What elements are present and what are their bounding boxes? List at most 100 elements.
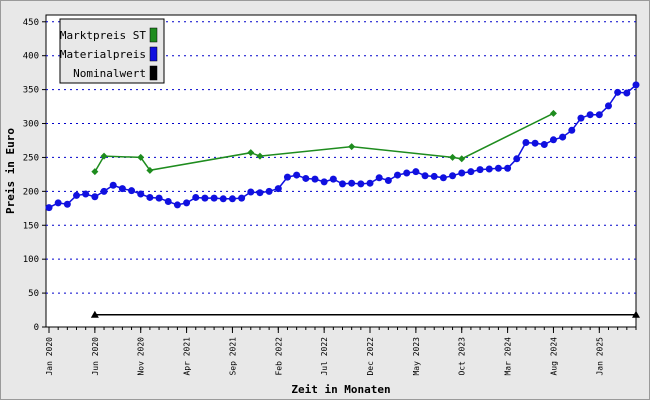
- data-point: [449, 153, 457, 161]
- grid-lines: [46, 21, 636, 294]
- data-point: [90, 310, 99, 318]
- data-point: [82, 190, 90, 198]
- data-point: [274, 185, 282, 193]
- series-materialpreis: [45, 81, 640, 212]
- data-point: [384, 176, 392, 184]
- x-tick-label: Apr 2021: [183, 337, 192, 376]
- data-point: [513, 155, 521, 163]
- data-point: [201, 194, 209, 202]
- data-point: [173, 201, 181, 209]
- data-point: [403, 169, 411, 177]
- data-point: [256, 152, 264, 160]
- legend-label: Nominalwert: [73, 67, 146, 80]
- x-tick-label: Nov 2020: [137, 337, 146, 376]
- y-tick-label: 450: [23, 18, 39, 28]
- data-point: [283, 173, 291, 181]
- y-tick-label: 50: [28, 289, 39, 299]
- series-marktpreis-st: [91, 109, 557, 176]
- data-point: [100, 187, 108, 195]
- x-tick-label: Mar 2024: [504, 337, 513, 376]
- data-point: [228, 195, 236, 203]
- data-point: [458, 155, 466, 163]
- x-tick-label: May 2023: [412, 337, 421, 376]
- legend-swatch: [149, 65, 158, 81]
- data-point: [348, 179, 356, 187]
- data-point: [623, 89, 631, 97]
- legend-label: Materialpreis: [60, 48, 146, 61]
- x-axis-title: Zeit in Monaten: [291, 383, 390, 396]
- y-tick-label: 300: [23, 120, 39, 130]
- data-point: [54, 199, 62, 207]
- y-axis: 0 50 100 150 200 250 300 350 400 450: [23, 18, 46, 333]
- data-point: [504, 164, 512, 172]
- data-point: [320, 178, 328, 186]
- data-point: [366, 179, 374, 187]
- data-point: [238, 194, 246, 202]
- data-point: [339, 180, 346, 188]
- data-point: [192, 193, 200, 201]
- data-point: [421, 172, 429, 180]
- data-point: [109, 181, 117, 189]
- data-point: [632, 81, 640, 89]
- data-point: [412, 168, 420, 176]
- x-tick-label: Jan 2020: [45, 337, 54, 376]
- legend-swatch: [149, 46, 158, 62]
- data-point: [247, 188, 255, 196]
- legend-box: [59, 18, 165, 84]
- data-point: [430, 172, 438, 180]
- data-point: [467, 168, 475, 176]
- series-line: [94, 112, 554, 173]
- data-point: [348, 143, 356, 151]
- legend-label: Marktpreis ST: [60, 29, 146, 42]
- x-tick-label: Oct 2023: [458, 337, 467, 376]
- data-point: [137, 153, 145, 161]
- data-point: [73, 191, 81, 199]
- data-point: [394, 171, 402, 179]
- x-tick-label: Jan 2025: [595, 337, 604, 376]
- data-point: [63, 200, 71, 208]
- data-point: [559, 133, 567, 141]
- data-point: [302, 174, 310, 182]
- data-point: [549, 109, 557, 117]
- data-point: [549, 136, 557, 144]
- data-point: [100, 152, 108, 160]
- data-point: [293, 171, 301, 179]
- data-point: [595, 111, 603, 119]
- data-point: [164, 198, 172, 206]
- data-point: [577, 114, 585, 122]
- data-point: [568, 126, 576, 134]
- data-point: [247, 149, 255, 157]
- x-tick-label: Jul 2022: [320, 337, 329, 376]
- data-point: [91, 193, 99, 201]
- x-tick-label: Sep 2021: [228, 337, 237, 376]
- x-tick-label: Feb 2022: [274, 337, 283, 376]
- data-point: [45, 204, 53, 212]
- series-layer: [45, 81, 640, 318]
- data-point: [118, 185, 126, 193]
- y-tick-label: 350: [23, 86, 39, 96]
- data-point: [146, 193, 154, 201]
- data-point: [183, 199, 191, 207]
- data-point: [458, 169, 466, 177]
- x-axis: Jan 2020 Jun 2020 Nov 2020 Apr 2021 Sep 2021…: [45, 327, 637, 376]
- y-axis-title: Preis in Euro: [4, 128, 17, 214]
- data-point: [219, 195, 227, 203]
- legend: Marktpreis ST Materialpreis Nominalwert: [59, 18, 165, 84]
- data-point: [91, 168, 99, 176]
- data-point: [311, 175, 319, 183]
- legend-swatch: [149, 27, 158, 43]
- y-tick-label: 100: [23, 255, 39, 265]
- data-point: [540, 141, 548, 149]
- data-point: [522, 139, 530, 147]
- data-point: [449, 172, 457, 180]
- data-point: [531, 139, 539, 147]
- y-tick-label: 250: [23, 153, 39, 163]
- data-point: [614, 88, 622, 96]
- data-point: [494, 164, 502, 172]
- data-point: [256, 189, 264, 197]
- data-point: [604, 102, 612, 110]
- data-point: [375, 174, 383, 182]
- series-nominalwert: [90, 310, 640, 318]
- data-point: [146, 166, 154, 174]
